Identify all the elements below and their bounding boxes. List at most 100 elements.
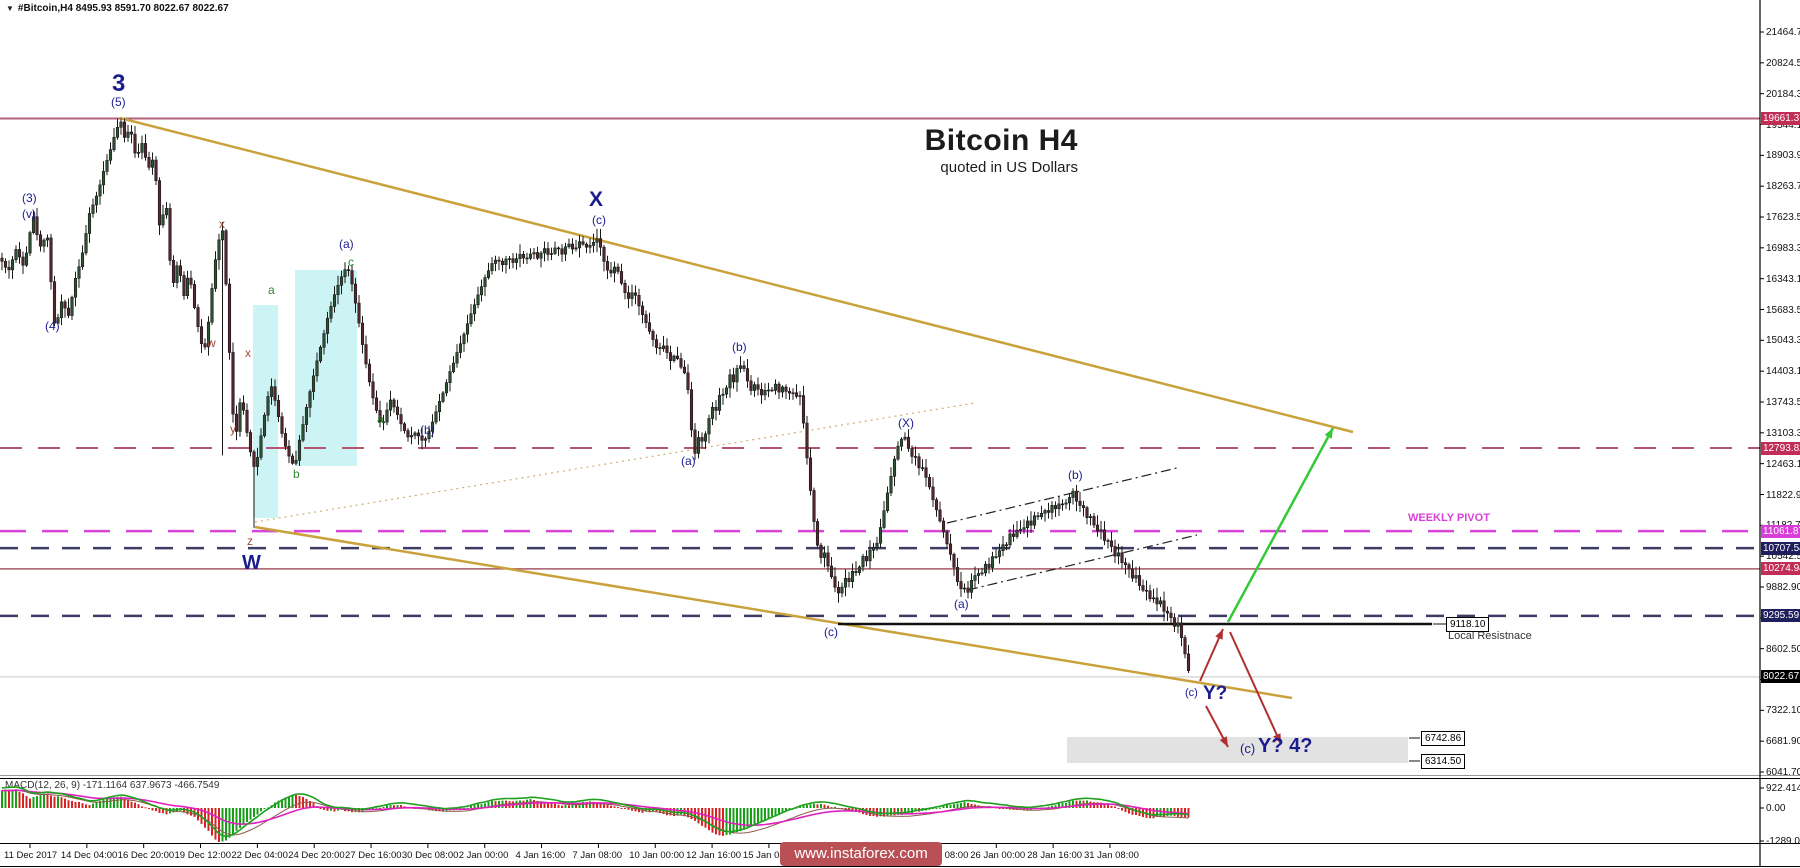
price-tick[interactable]: 14403.10 (1766, 366, 1800, 378)
candle-body (1025, 520, 1030, 529)
macd-bar (813, 803, 815, 808)
candle-body (94, 195, 99, 206)
target-price-tag-lower: 6314.50 (1421, 754, 1466, 769)
candle-body (1158, 600, 1163, 605)
macd-bar (484, 803, 486, 808)
price-tick[interactable]: 15043.30 (1766, 335, 1800, 347)
timeline-label[interactable]: 11 Dec 2017 (4, 850, 58, 861)
candle-body (602, 246, 606, 262)
price-tick[interactable]: 16343.10 (1766, 273, 1800, 285)
channel-upper[interactable] (946, 467, 1178, 524)
candle-body (304, 407, 309, 425)
candle-body (472, 304, 477, 315)
candle-body (525, 257, 529, 260)
wave-label-w: w (207, 336, 216, 350)
timeline-label[interactable]: 2 Jan 00:00 (458, 850, 509, 861)
indicator-tick[interactable]: 922.4145 (1766, 783, 1800, 794)
timeline-label[interactable]: 16 Dec 20:00 (117, 850, 175, 861)
candle-body (812, 490, 816, 522)
macd-bar (144, 807, 147, 809)
candle-body (28, 232, 32, 254)
upper-gold-trendline[interactable] (119, 116, 1354, 434)
macd-bar (214, 808, 217, 840)
indicator-tick[interactable]: 0.00 (1766, 803, 1786, 814)
timeline-label[interactable]: 26 Jan 00:00 (970, 850, 1026, 861)
macd-bar (393, 805, 395, 808)
price-tick[interactable]: 10542.50 (1766, 551, 1800, 563)
timeline-label[interactable]: 14 Dec 04:00 (60, 850, 118, 861)
timeline-label[interactable]: 12 Jan 16:00 (686, 850, 742, 861)
macd-bar (113, 797, 115, 808)
candle-body (217, 239, 221, 261)
timeline-label[interactable]: 31 Jan 08:00 (1083, 850, 1139, 861)
price-tick[interactable]: 16983.30 (1766, 242, 1800, 254)
price-tick[interactable]: 6041.70 (1766, 767, 1800, 778)
timeline-label[interactable]: 15 Jan 08:00 (742, 850, 798, 861)
macd-bar (627, 808, 630, 810)
local-resistance-label: Local Resistnace (1448, 630, 1532, 642)
macd-bar (550, 802, 553, 808)
price-tick[interactable]: 8602.50 (1766, 643, 1800, 655)
candle-body (955, 567, 960, 582)
price-tick[interactable]: 12463.10 (1766, 458, 1800, 470)
price-tick[interactable]: 9882.90 (1766, 582, 1800, 593)
price-tick[interactable]: 20824.50 (1766, 57, 1800, 69)
candle-body (1060, 503, 1065, 506)
macd-bar (596, 802, 598, 808)
candle-body (539, 252, 543, 259)
price-tick[interactable]: 7322.10 (1766, 705, 1800, 717)
candle-body (829, 565, 834, 577)
wave-label-b: (b) (732, 340, 747, 354)
candle-body (220, 230, 225, 241)
candle-body (381, 421, 386, 424)
green-projection-arrow[interactable] (1226, 427, 1335, 623)
red-arrow-down-right[interactable] (1229, 631, 1282, 745)
price-tick[interactable]: 13743.50 (1766, 397, 1800, 408)
macd-bar (263, 808, 266, 810)
timeline-label[interactable]: 7 Jan 08:00 (572, 850, 623, 861)
candle-body (1127, 564, 1131, 570)
candle-body (556, 247, 561, 250)
channel-lower[interactable] (967, 534, 1198, 591)
timeline-label[interactable]: 4 Jan 16:00 (515, 850, 566, 861)
price-tick[interactable]: 21464.70 (1766, 27, 1800, 38)
timeline-label[interactable]: 27 Dec 16:00 (345, 850, 402, 861)
timeline-label[interactable]: 22 Dec 04:00 (231, 850, 288, 861)
price-tick[interactable]: 17623.50 (1766, 212, 1800, 223)
price-tick[interactable]: 20184.30 (1766, 88, 1800, 100)
macd-bar (785, 808, 787, 811)
timeline-label[interactable]: 30 Dec 08:00 (401, 850, 459, 861)
candle-body (388, 399, 393, 411)
candle-body (577, 241, 582, 249)
macd-bar (64, 798, 66, 808)
timeline-label[interactable]: 19 Dec 12:00 (174, 850, 232, 861)
macd-bar (207, 808, 210, 831)
price-tick[interactable]: 11822.90 (1766, 489, 1800, 501)
candle-body (10, 259, 15, 271)
lower-gold-trendline[interactable] (254, 525, 1293, 700)
price-tick[interactable]: 18903.90 (1766, 150, 1800, 162)
dotted-gold-line[interactable] (254, 402, 976, 523)
candle-body (210, 288, 214, 323)
macd-bar (186, 808, 189, 815)
macd-bar (1068, 801, 1071, 808)
price-tick[interactable]: 18263.70 (1766, 181, 1800, 193)
indicator-tick[interactable]: -1289.013 (1766, 836, 1800, 847)
macd-bar (855, 808, 857, 813)
price-tick[interactable]: 13103.30 (1766, 427, 1800, 439)
timeline-label[interactable]: 28 Jan 16:00 (1027, 850, 1083, 861)
macd-bar (1163, 808, 1165, 818)
candle-body (794, 392, 799, 397)
candle-body (476, 294, 480, 306)
price-tick[interactable]: 15683.50 (1766, 304, 1800, 316)
timeline-label[interactable]: 24 Dec 20:00 (288, 850, 345, 861)
candle-body (581, 241, 585, 245)
timeline-label[interactable]: 10 Jan 00:00 (629, 850, 685, 861)
macd-bar (1128, 808, 1130, 814)
price-tick[interactable]: 6681.90 (1766, 736, 1800, 748)
symbol-dropdown-icon[interactable]: ▼ (6, 4, 14, 13)
candle-body (1071, 490, 1075, 498)
price-tag-10707.54: 10707.54 (1761, 541, 1800, 555)
target-price-tag-upper: 6742.86 (1421, 731, 1466, 746)
